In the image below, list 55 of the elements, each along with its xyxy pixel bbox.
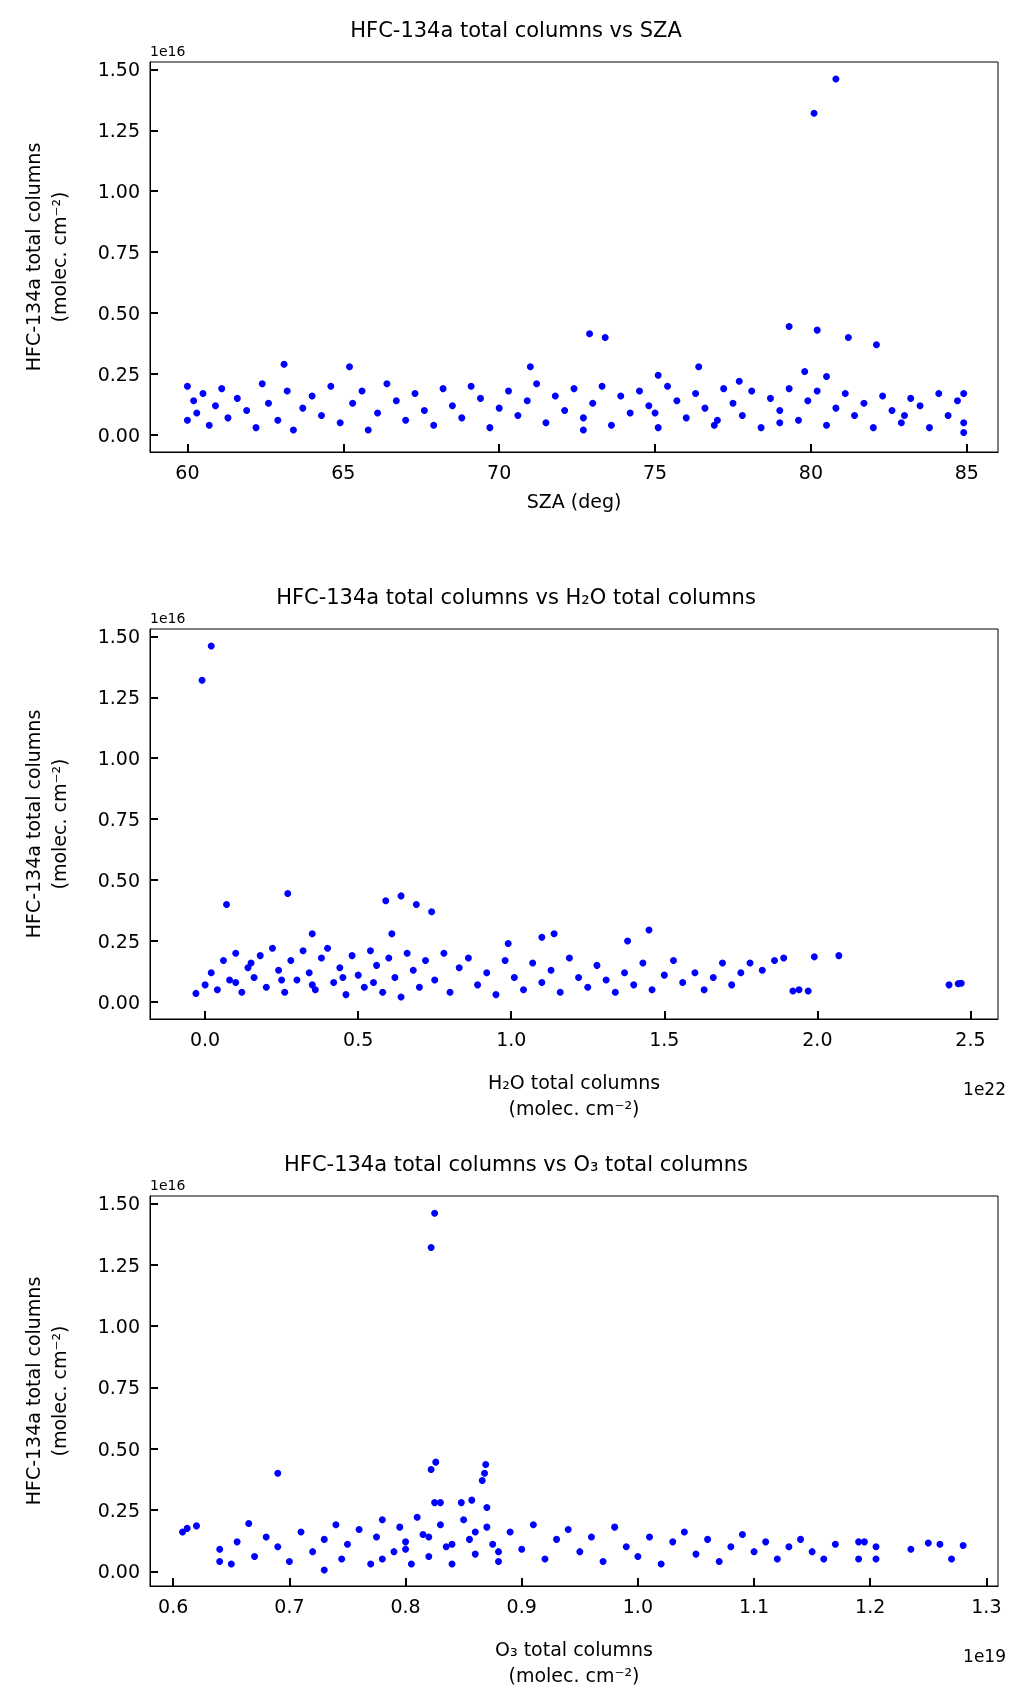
text: 1e19 [963,1645,1007,1666]
x-tick-label: 75 [642,460,668,483]
x-tick-label: 65 [331,460,356,483]
x-tick-label: 85 [954,460,979,483]
text: 1e16 [150,610,186,626]
chart-title: HFC-134a total columns vs H₂O total columns [276,584,756,609]
x-tick-label: 1.1 [738,1594,770,1617]
chart-title: HFC-134a total columns vs O₃ total columns [284,1151,748,1176]
x-tick-label: 2.0 [802,1027,833,1050]
y-axis-title: HFC-134a total columns (molec. cm⁻²) [22,709,70,939]
text: 1e16 [150,1177,186,1193]
y-tick-label: 1.00 [97,1315,140,1337]
y-tick-label: 1.25 [97,1253,140,1276]
x-axis-title: O₃ total columns (molec. cm⁻²) [495,1638,653,1686]
y-tick-label: 1.50 [97,625,140,648]
x-tick-label: 1.2 [855,1594,886,1617]
x-tick-label: 0.0 [190,1027,221,1050]
y-tick-label: 1.50 [97,58,140,81]
x-tick-label: 60 [175,460,200,483]
text: 1e22 [963,1078,1007,1099]
y-tick-label: 0.00 [97,423,140,446]
x-tick-label: 1.3 [971,1594,1002,1617]
y-tick-label: 0.00 [97,990,140,1013]
y-axis-title: HFC-134a total columns (molec. cm⁻²) [22,1276,70,1506]
y-tick-label: 1.25 [97,686,140,709]
text: 1e16 [150,43,186,59]
x-tick-label: 0.6 [158,1594,189,1617]
y-tick-label: 1.00 [97,747,140,770]
x-tick-label: 1.5 [649,1027,680,1050]
x-tick-label: 1.0 [496,1027,527,1050]
y-tick-label: 0.75 [97,1376,140,1399]
x-tick-label: 80 [798,460,824,483]
x-tick-label: 2.5 [955,1027,986,1050]
y-axis-title: HFC-134a total columns (molec. cm⁻²) [22,142,70,372]
x-tick-label: 0.8 [390,1594,421,1617]
chart-title: HFC-134a total columns vs SZA [350,17,683,42]
y-tick-label: 0.50 [97,1437,140,1460]
y-tick-label: 0.00 [97,1560,140,1583]
y-tick-label: 0.25 [97,363,140,385]
y-tick-label: 0.50 [97,302,140,325]
x-axis-title: H₂O total columns (molec. cm⁻²) [487,1071,661,1119]
y-tick-label: 0.75 [97,241,140,264]
y-tick-label: 0.75 [97,808,140,831]
y-tick-label: 0.50 [97,869,140,892]
x-tick-label: 70 [487,460,512,483]
x-tick-label: 0.5 [343,1027,374,1050]
y-tick-label: 1.50 [97,1192,140,1215]
y-tick-label: 1.00 [97,180,140,203]
x-tick-label: 0.9 [506,1594,537,1617]
y-tick-label: 0.25 [97,930,140,952]
x-tick-label: 1.0 [622,1594,653,1617]
y-tick-label: 0.25 [97,1498,140,1521]
y-tick-label: 1.25 [97,119,140,142]
x-axis-title: SZA (deg) [526,490,622,512]
x-tick-label: 0.7 [274,1594,305,1617]
